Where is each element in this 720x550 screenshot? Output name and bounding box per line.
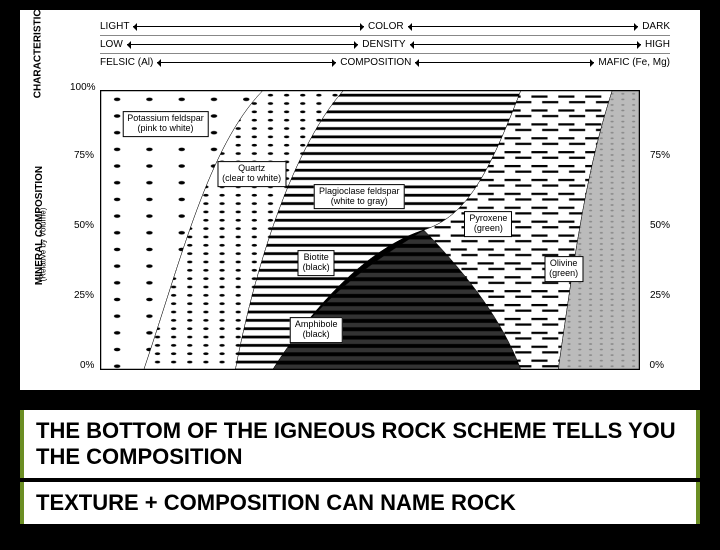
arrow <box>127 44 358 45</box>
mineral-label-plagioclase-feldspar: Plagioclase feldspar(white to gray) <box>314 184 405 210</box>
arrow <box>415 62 594 63</box>
caption-box: THE BOTTOM OF THE IGNEOUS ROCK SCHEME TE… <box>20 410 700 478</box>
composition-plot: Potassium feldspar(pink to white) Quartz(… <box>100 90 640 370</box>
header-row-composition: FELSIC (Al) COMPOSITION MAFIC (Fe, Mg) <box>100 54 670 71</box>
ylab-0-l: 0% <box>80 360 94 371</box>
hdr-right: MAFIC (Fe, Mg) <box>598 57 670 68</box>
ylab-100-l: 100% <box>70 82 96 93</box>
arrow <box>408 26 639 27</box>
caption-1: THE BOTTOM OF THE IGNEOUS ROCK SCHEME TE… <box>24 410 696 478</box>
mineral-label-biotite: Biotite(black) <box>298 250 335 276</box>
ylab-75-l: 75% <box>74 150 94 161</box>
mineral-label-amphibole: Amphibole(black) <box>290 317 343 343</box>
relative-vlabel: (Relative by Volume) <box>38 208 47 282</box>
hdr-right: HIGH <box>645 39 670 50</box>
arrow <box>157 62 336 63</box>
ylab-25-l: 25% <box>74 290 94 301</box>
arrow <box>133 26 364 27</box>
hdr-left: FELSIC (Al) <box>100 57 153 68</box>
hdr-left: LIGHT <box>100 21 129 32</box>
ylab-50-r: 50% <box>650 220 670 231</box>
mineral-label-pyroxene: Pyroxene(green) <box>464 212 512 238</box>
hdr-center: COLOR <box>368 21 404 32</box>
hdr-right: DARK <box>642 21 670 32</box>
arrow <box>410 44 641 45</box>
characteristics-vlabel: CHARACTERISTICS <box>32 3 43 99</box>
characteristics-header: LIGHT COLOR DARK LOW DENSITY HIGH FELSIC… <box>100 18 670 71</box>
caption-box-2: TEXTURE + COMPOSITION CAN NAME ROCK <box>20 482 700 524</box>
header-row-color: LIGHT COLOR DARK <box>100 18 670 36</box>
ylab-50-l: 50% <box>74 220 94 231</box>
mineral-label-olivine: Olivine(green) <box>544 256 583 282</box>
hdr-center: COMPOSITION <box>340 57 411 68</box>
caption-2: TEXTURE + COMPOSITION CAN NAME ROCK <box>24 482 696 524</box>
header-row-density: LOW DENSITY HIGH <box>100 36 670 54</box>
ylab-25-r: 25% <box>650 290 670 301</box>
ylab-75-r: 75% <box>650 150 670 161</box>
chart-area: CHARACTERISTICS MINERAL COMPOSITION (Rel… <box>20 10 700 390</box>
mineral-label-quartz: Quartz(clear to white) <box>217 162 286 188</box>
hdr-left: LOW <box>100 39 123 50</box>
hdr-center: DENSITY <box>362 39 405 50</box>
ylab-0-r: 0% <box>650 360 664 371</box>
mineral-label-potassium-feldspar: Potassium feldspar(pink to white) <box>122 111 209 137</box>
